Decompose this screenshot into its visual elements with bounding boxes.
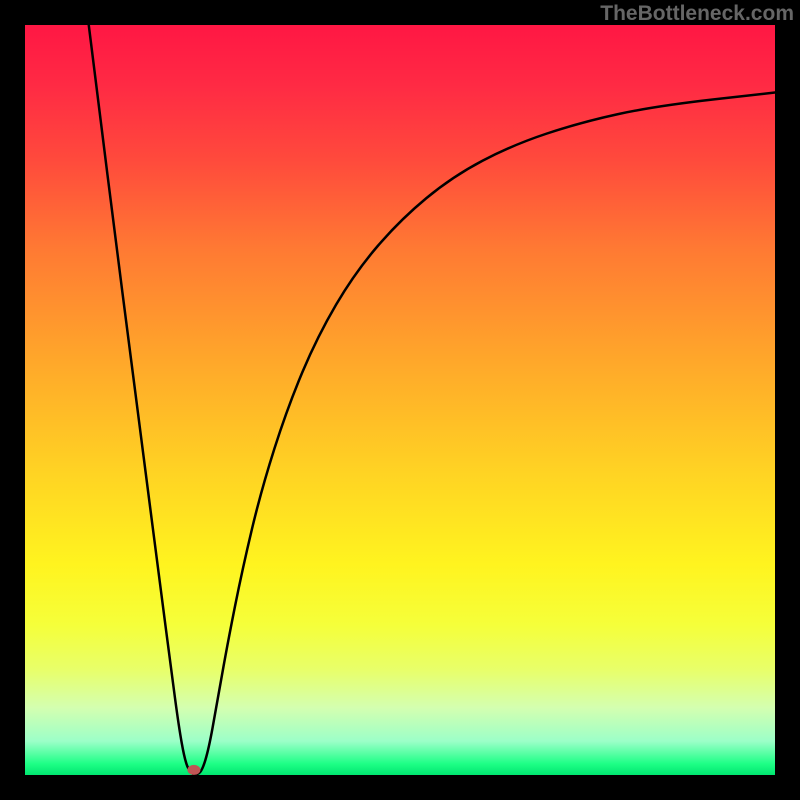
chart-container: TheBottleneck.com — [0, 0, 800, 800]
bottleneck-curve — [25, 25, 775, 775]
plot-area — [25, 25, 775, 775]
watermark-text: TheBottleneck.com — [600, 2, 794, 26]
